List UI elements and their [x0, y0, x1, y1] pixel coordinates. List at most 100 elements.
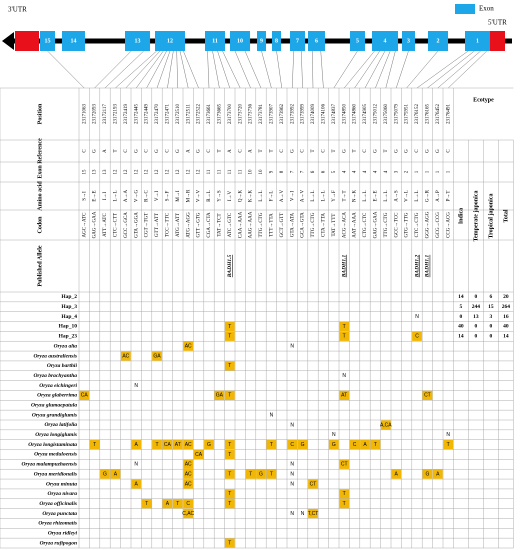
- row-header: Exon: [37, 165, 43, 179]
- variant-cell: A,CA: [380, 422, 392, 428]
- amino-acid-cell: E→E: [374, 190, 379, 201]
- variant-cell: C: [415, 334, 419, 340]
- ecotype-count: 0: [475, 334, 478, 340]
- codon-cell: ACG→ACA: [342, 212, 347, 239]
- reference-cell: C: [166, 149, 171, 153]
- positions-cell: 23176152: [415, 104, 420, 125]
- ecotype-count: 40: [458, 324, 464, 330]
- amino-acid-cell: L→L: [363, 190, 368, 201]
- amino-acid-cell: Q→K: [238, 190, 243, 203]
- exon-cell: 7: [301, 170, 306, 173]
- variant-cell: G: [259, 471, 263, 477]
- row-header: Reference: [37, 138, 43, 164]
- reference-cell: C: [238, 149, 243, 153]
- variant-cell: AC: [122, 353, 129, 359]
- exon-number: 15: [45, 38, 51, 44]
- reference-cell: C: [82, 149, 87, 153]
- row-name: Oryza grandiglumis: [32, 412, 77, 418]
- published-allele: BADH1.1: [341, 255, 347, 279]
- codon-cell: CCG→ACG: [446, 212, 451, 238]
- positions-cell: 23172419: [124, 104, 129, 125]
- row-name: Oryza punctata: [42, 511, 77, 517]
- amino-acid-cell: V→I: [155, 191, 160, 202]
- variant-cell: T: [343, 334, 346, 340]
- reference-cell: T: [384, 149, 389, 152]
- exon-box: [230, 31, 250, 51]
- exon-cell: 1: [446, 170, 451, 173]
- positions-cell: 23173720: [238, 104, 243, 125]
- variant-cell: C: [186, 501, 190, 507]
- exon-number: 1: [476, 38, 479, 44]
- exon-cell: 4: [353, 170, 358, 173]
- codon-cell: GTT→GTG: [197, 212, 202, 237]
- row-name: Oryza rufipogon: [40, 540, 77, 546]
- ecotype-count: 40: [503, 324, 509, 330]
- row-name: Hap_3: [61, 304, 77, 310]
- variant-cell: N: [134, 462, 138, 468]
- row-header: Amino acid: [37, 181, 43, 211]
- reference-cell: C: [446, 149, 451, 153]
- exon-box: [155, 31, 185, 51]
- variant-cell: CT: [310, 481, 317, 487]
- row-name: Hap_2: [61, 294, 77, 300]
- codon-cell: ATC→GTC: [228, 212, 233, 237]
- exon-cell: 12: [114, 169, 119, 175]
- positions-cell: 23175951: [405, 104, 410, 125]
- variant-cell: C,AC: [182, 511, 194, 517]
- exon-box: [257, 31, 266, 51]
- exon-number: 10: [237, 38, 243, 44]
- highlight-cell: [79, 390, 90, 401]
- exon-cell: 12: [166, 169, 171, 175]
- connector: [146, 50, 167, 89]
- codon-cell: TTG→CTG: [384, 212, 389, 237]
- positions-cell: 23173736: [249, 104, 254, 125]
- variant-cell: C: [353, 442, 357, 448]
- highlight-cell: [328, 439, 339, 450]
- variant-cell: T: [343, 491, 346, 497]
- codon-cell: TTG→CTG: [311, 212, 316, 237]
- connector: [94, 50, 132, 89]
- row-name: Oryza nivara: [48, 491, 78, 497]
- amino-acid-cell: N→K: [353, 190, 358, 203]
- amino-acid-cell: M→R: [186, 189, 191, 202]
- ecotype-count: 20: [503, 294, 509, 300]
- variant-cell: A: [436, 471, 440, 477]
- amino-acid-cell: I→I: [103, 192, 108, 201]
- row-name: Oryza longiglumis: [35, 432, 77, 438]
- variant-cell: N: [301, 511, 305, 517]
- ecotype-count: 244: [472, 304, 481, 310]
- row-header: Codon: [37, 216, 43, 234]
- highlight-cell: [422, 469, 433, 479]
- positions-cell: 23174905: [363, 104, 368, 125]
- connector: [234, 50, 251, 89]
- connector: [261, 50, 272, 89]
- exon-cell: 9: [270, 170, 275, 173]
- positions-cell: 23172470: [155, 104, 160, 125]
- highlight-cell: [287, 439, 298, 450]
- connector: [354, 50, 380, 89]
- ecotype-count: 3: [490, 314, 493, 320]
- variant-cell: T: [343, 501, 346, 507]
- row-name: Oryza meduloensis: [34, 452, 77, 458]
- amino-acid-cell: M→I: [176, 190, 181, 201]
- codon-cell: GCC→GCA: [124, 212, 129, 238]
- codon-cell: CTC→CTG: [415, 212, 420, 237]
- row-name: Oryza ridleyi: [48, 530, 78, 536]
- positions-cell: 23173781: [259, 104, 264, 125]
- highlight-cell: [245, 469, 256, 479]
- variant-cell: T: [228, 452, 231, 458]
- exon-cell: 15: [82, 169, 87, 175]
- ecotype-count: 264: [502, 304, 511, 310]
- highlight-cell: [131, 479, 142, 489]
- amino-acid-cell: V→G: [134, 190, 139, 203]
- codon-cell: GTA→GGA: [134, 212, 139, 238]
- highlight-cell: [120, 351, 131, 361]
- variant-cell: CA: [164, 442, 172, 448]
- codon-cell: TAT→TCT: [218, 213, 223, 236]
- exon-number: 11: [212, 38, 218, 44]
- exon-number: 13: [135, 38, 141, 44]
- exon-box: [465, 31, 490, 51]
- amino-acid-cell: Y→S: [218, 190, 223, 202]
- variant-cell: C: [290, 442, 294, 448]
- codon-cell: CTA→TTA: [322, 213, 327, 237]
